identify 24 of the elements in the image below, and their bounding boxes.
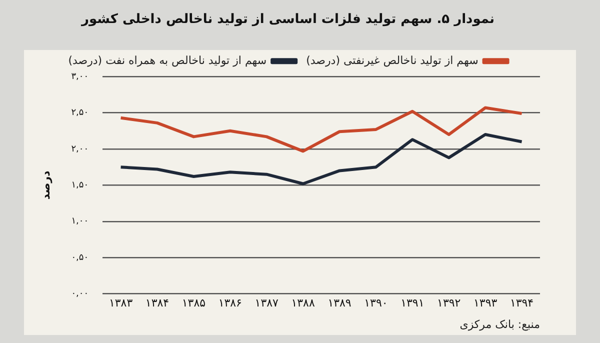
text: منبع: بانک مرکزی — [460, 318, 540, 331]
y-axis-title: درصد — [39, 170, 52, 200]
y-tick-label: ۲,۰۰ — [71, 144, 89, 154]
x-tick-label: ۱۳۹۱ — [400, 296, 424, 310]
x-tick-label: ۱۳۹۳ — [474, 296, 498, 310]
x-tick-label: ۱۳۹۰ — [364, 296, 388, 310]
legend-label: سهم از تولید ناخالص به همراه نفت (درصد) — [68, 54, 267, 67]
y-tick-label: ۰,۰۰ — [71, 289, 89, 300]
x-tick-label: ۱۳۸۴ — [145, 296, 170, 310]
x-tick-label: ۱۳۹۲ — [437, 296, 461, 310]
x-tick-label: ۱۳۸۵ — [182, 296, 206, 310]
x-tick-label: ۱۳۹۴ — [510, 296, 534, 310]
y-tick-label: ۰,۵۰ — [71, 252, 89, 263]
x-tick-label: ۱۳۸۳ — [108, 296, 133, 310]
x-tick-label: ۱۳۸۶ — [218, 296, 242, 310]
legend-label: سهم از تولید ناخالص غیرنفتی (درصد) — [306, 54, 478, 67]
x-tick-label: ۱۳۸۸ — [291, 296, 315, 310]
x-tick-label: ۱۳۸۷ — [254, 296, 279, 310]
y-tick-label: ۳,۰۰ — [71, 72, 89, 82]
y-tick-label: ۱,۰۰ — [71, 216, 89, 227]
chart-title: نمودار ۵. سهم تولید فلزات اساسی از تولید ناخالص داخلی کشور — [80, 12, 494, 28]
y-tick-label: ۱,۵۰ — [71, 180, 89, 191]
y-tick-label: ۲,۵۰ — [71, 108, 89, 118]
x-tick-label: ۱۳۸۹ — [328, 296, 352, 310]
